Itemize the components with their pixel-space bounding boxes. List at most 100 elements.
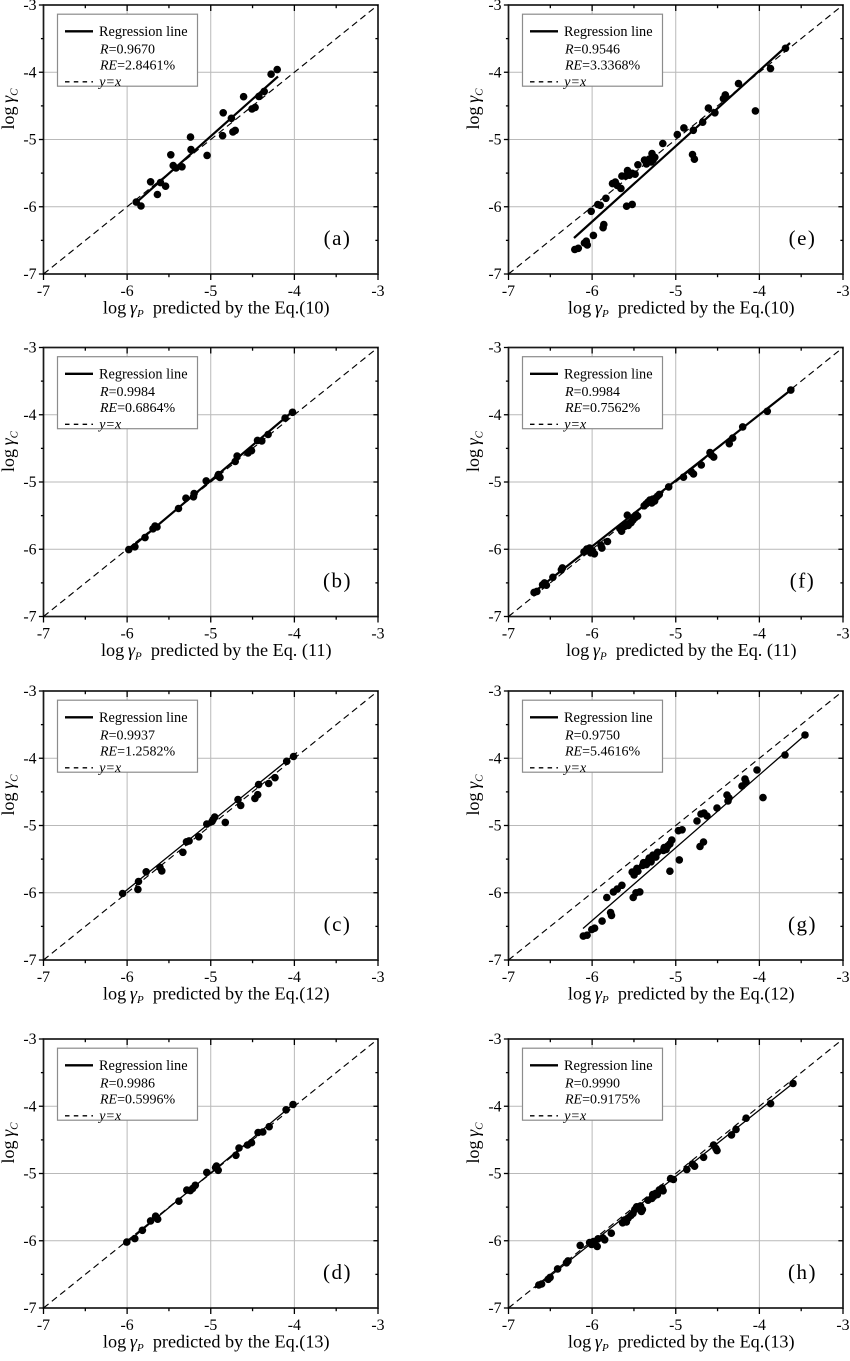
svg-text:-7: -7 <box>23 1300 36 1317</box>
svg-text:-7: -7 <box>37 1317 50 1334</box>
svg-text:RE=2.8461%: RE=2.8461% <box>99 58 176 73</box>
svg-text:-5: -5 <box>23 474 36 491</box>
svg-text:-5: -5 <box>23 132 36 149</box>
svg-text:-3: -3 <box>371 283 384 300</box>
svg-text:-6: -6 <box>586 969 599 986</box>
svg-text:-4: -4 <box>288 283 301 300</box>
svg-text:-4: -4 <box>753 625 766 642</box>
svg-text:log γP predicted by the Eq.(1: log γP predicted by the Eq.(10) <box>568 298 795 321</box>
svg-text:-6: -6 <box>488 199 501 216</box>
svg-text:-3: -3 <box>836 283 849 300</box>
svg-text:log γC: log γC <box>463 88 486 130</box>
svg-text:-4: -4 <box>23 64 36 81</box>
svg-text:-4: -4 <box>488 750 501 767</box>
svg-text:log γC: log γC <box>0 88 21 130</box>
svg-text:-7: -7 <box>502 969 515 986</box>
svg-text:RE=0.5996%: RE=0.5996% <box>99 1092 176 1107</box>
svg-text:-5: -5 <box>669 1317 682 1334</box>
svg-text:y=x: y=x <box>97 1109 122 1124</box>
svg-text:y=x: y=x <box>562 1109 587 1124</box>
svg-text:-7: -7 <box>488 266 501 283</box>
svg-text:-3: -3 <box>371 625 384 642</box>
svg-text:-7: -7 <box>488 609 501 626</box>
svg-text:-5: -5 <box>204 969 217 986</box>
svg-text:-7: -7 <box>23 266 36 283</box>
svg-text:-5: -5 <box>669 969 682 986</box>
svg-text:Regression line: Regression line <box>99 710 188 726</box>
svg-text:-6: -6 <box>23 541 36 558</box>
svg-text:-3: -3 <box>23 683 36 700</box>
svg-text:y=x: y=x <box>562 418 587 433</box>
svg-text:-4: -4 <box>488 64 501 81</box>
svg-text:(g): (g) <box>788 912 817 936</box>
svg-text:y=x: y=x <box>97 761 122 776</box>
svg-text:log γP predicted by the Eq. (: log γP predicted by the Eq. (11) <box>101 640 332 663</box>
svg-text:-6: -6 <box>23 1233 36 1250</box>
svg-text:-5: -5 <box>204 283 217 300</box>
svg-text:Regression line: Regression line <box>564 24 653 40</box>
svg-text:-4: -4 <box>753 283 766 300</box>
svg-text:-4: -4 <box>488 1098 501 1115</box>
svg-text:R=0.9670: R=0.9670 <box>99 42 155 57</box>
svg-text:R=0.9984: R=0.9984 <box>564 385 620 400</box>
svg-text:RE=3.3368%: RE=3.3368% <box>564 58 641 73</box>
svg-text:-6: -6 <box>121 1317 134 1334</box>
svg-text:log γP predicted by the Eq.(1: log γP predicted by the Eq.(10) <box>103 298 330 321</box>
svg-text:log γP predicted by the Eq.(1: log γP predicted by the Eq.(12) <box>103 984 330 1007</box>
svg-text:Regression line: Regression line <box>564 710 653 726</box>
svg-text:-3: -3 <box>23 340 36 357</box>
svg-text:log γC: log γC <box>463 774 486 816</box>
svg-text:(h): (h) <box>788 1260 817 1284</box>
svg-text:(f): (f) <box>790 569 815 593</box>
svg-text:(e): (e) <box>789 226 817 250</box>
svg-text:log γP predicted by the Eq.(1: log γP predicted by the Eq.(12) <box>568 984 795 1007</box>
svg-text:log γP predicted by the Eq.(1: log γP predicted by the Eq.(13) <box>568 1332 795 1355</box>
svg-text:-7: -7 <box>488 952 501 969</box>
svg-text:log γP predicted by the Eq.(1: log γP predicted by the Eq.(13) <box>103 1332 330 1355</box>
svg-text:R=0.9990: R=0.9990 <box>564 1076 620 1091</box>
svg-text:Regression line: Regression line <box>99 1058 188 1074</box>
svg-text:-7: -7 <box>37 969 50 986</box>
svg-text:(b): (b) <box>323 569 352 593</box>
svg-text:-3: -3 <box>371 969 384 986</box>
svg-text:R=0.9750: R=0.9750 <box>564 728 620 743</box>
svg-text:-3: -3 <box>23 0 36 14</box>
svg-text:Regression line: Regression line <box>564 1058 653 1074</box>
svg-text:-5: -5 <box>23 818 36 835</box>
svg-text:-4: -4 <box>753 969 766 986</box>
svg-text:y=x: y=x <box>97 75 122 90</box>
svg-text:y=x: y=x <box>562 75 587 90</box>
svg-text:-6: -6 <box>23 199 36 216</box>
svg-text:-4: -4 <box>23 1098 36 1115</box>
svg-text:-7: -7 <box>23 952 36 969</box>
svg-text:-7: -7 <box>502 1317 515 1334</box>
svg-text:-5: -5 <box>204 625 217 642</box>
svg-text:RE=0.7562%: RE=0.7562% <box>564 401 641 416</box>
svg-text:y=x: y=x <box>562 761 587 776</box>
svg-text:-6: -6 <box>488 1233 501 1250</box>
svg-text:-7: -7 <box>37 283 50 300</box>
svg-text:-3: -3 <box>488 1031 501 1048</box>
svg-text:log γC: log γC <box>0 774 21 816</box>
svg-text:-5: -5 <box>669 625 682 642</box>
svg-text:-3: -3 <box>371 1317 384 1334</box>
svg-text:y=x: y=x <box>97 418 122 433</box>
svg-text:-5: -5 <box>488 818 501 835</box>
svg-text:-6: -6 <box>121 625 134 642</box>
svg-text:-6: -6 <box>23 885 36 902</box>
svg-text:RE=5.4616%: RE=5.4616% <box>564 744 641 759</box>
svg-text:Regression line: Regression line <box>564 366 653 382</box>
svg-text:-3: -3 <box>836 625 849 642</box>
svg-text:-3: -3 <box>836 969 849 986</box>
svg-text:-5: -5 <box>204 1317 217 1334</box>
svg-text:-7: -7 <box>23 609 36 626</box>
svg-text:-4: -4 <box>288 1317 301 1334</box>
svg-text:(d): (d) <box>323 1260 352 1284</box>
svg-text:-6: -6 <box>121 969 134 986</box>
svg-text:R=0.9986: R=0.9986 <box>99 1076 155 1091</box>
svg-text:R=0.9546: R=0.9546 <box>564 42 620 57</box>
svg-text:-5: -5 <box>488 132 501 149</box>
svg-text:-7: -7 <box>37 625 50 642</box>
svg-text:-5: -5 <box>23 1166 36 1183</box>
svg-text:Regression line: Regression line <box>99 24 188 40</box>
